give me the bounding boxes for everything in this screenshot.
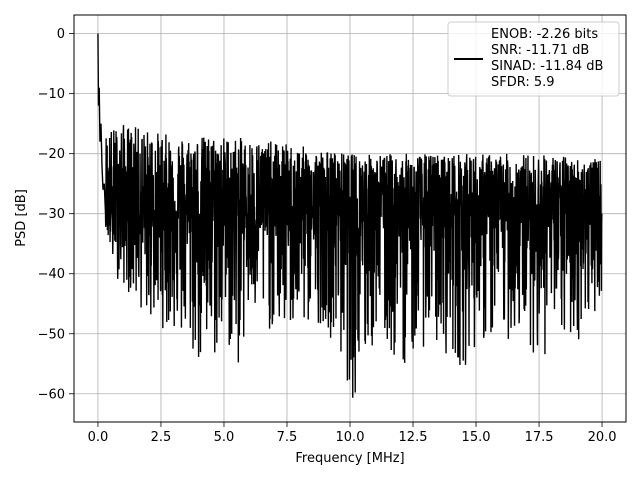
y-tick-label: 0 — [57, 27, 65, 42]
legend-line-text: SINAD: -11.84 dB — [491, 59, 603, 74]
x-axis-label: Frequency [MHz] — [295, 451, 404, 466]
legend: ENOB: -2.26 bits SNR: -11.71 dB SINAD: -11… — [447, 21, 620, 97]
x-tick-label: 20.0 — [588, 430, 617, 445]
y-tick-label: −10 — [38, 87, 65, 102]
y-tick-label: −30 — [38, 207, 65, 222]
psd-line — [97, 33, 603, 398]
x-tick-label: 5.0 — [214, 430, 235, 445]
legend-line-text: SFDR: 5.9 — [491, 75, 555, 90]
y-tick-label: −40 — [38, 267, 65, 282]
x-tick-label: 2.5 — [151, 430, 172, 445]
x-tick-label: 10.0 — [336, 430, 365, 445]
x-tick-label: 12.5 — [399, 430, 428, 445]
x-tick-label: 17.5 — [525, 430, 554, 445]
legend-box — [447, 21, 620, 97]
legend-line-text: ENOB: -2.26 bits — [491, 27, 598, 42]
y-tick-label: −60 — [38, 387, 65, 402]
y-axis: 0 −10 −20 −30 −40 −50 −60 — [38, 27, 74, 402]
x-tick-label: 7.5 — [277, 430, 298, 445]
psd-series — [97, 33, 603, 398]
x-axis: 0.0 2.5 5.0 7.5 10.0 12.5 15.0 17.5 20.0 — [88, 422, 617, 445]
y-tick-label: −50 — [38, 327, 65, 342]
x-tick-label: 0.0 — [88, 430, 109, 445]
legend-label: ENOB: -2.26 bits SNR: -11.71 dB SINAD: -11… — [491, 27, 603, 90]
y-tick-label: −20 — [38, 147, 65, 162]
y-axis-label: PSD [dB] — [14, 189, 29, 247]
x-tick-label: 15.0 — [462, 430, 491, 445]
legend-line-text: SNR: -11.71 dB — [491, 43, 589, 58]
